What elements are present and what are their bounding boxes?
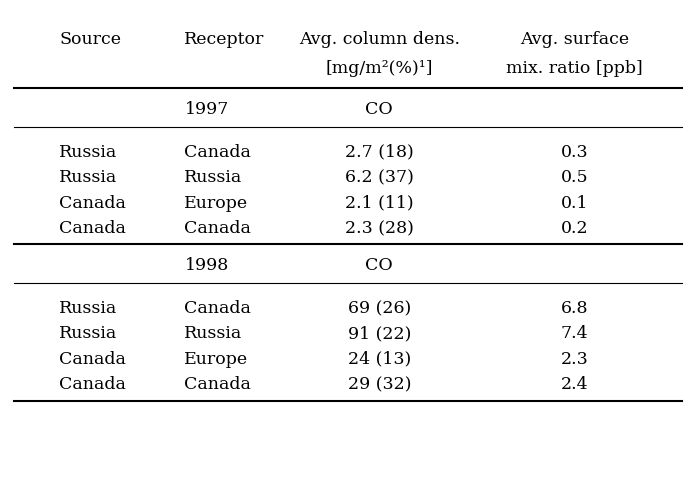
Text: CO: CO	[365, 102, 393, 118]
Text: 6.8: 6.8	[560, 300, 588, 317]
Text: 0.3: 0.3	[560, 144, 588, 161]
Text: Russia: Russia	[184, 169, 243, 186]
Text: Canada: Canada	[59, 195, 126, 211]
Text: Canada: Canada	[184, 144, 251, 161]
Text: Canada: Canada	[184, 376, 251, 393]
Text: Canada: Canada	[184, 300, 251, 317]
Text: Russia: Russia	[59, 300, 118, 317]
Text: 0.2: 0.2	[560, 220, 588, 237]
Text: 91 (22): 91 (22)	[347, 325, 411, 342]
Text: 2.1 (11): 2.1 (11)	[345, 195, 413, 211]
Text: CO: CO	[365, 258, 393, 274]
Text: Canada: Canada	[59, 220, 126, 237]
Text: [mg/m²(%)¹]: [mg/m²(%)¹]	[326, 60, 433, 77]
Text: 29 (32): 29 (32)	[347, 376, 411, 393]
Text: 69 (26): 69 (26)	[348, 300, 411, 317]
Text: Source: Source	[59, 31, 121, 47]
Text: 6.2 (37): 6.2 (37)	[345, 169, 413, 186]
Text: Avg. column dens.: Avg. column dens.	[299, 31, 460, 47]
Text: mix. ratio [ppb]: mix. ratio [ppb]	[506, 60, 642, 77]
Text: 2.3: 2.3	[560, 351, 588, 367]
Text: Canada: Canada	[59, 351, 126, 367]
Text: 7.4: 7.4	[560, 325, 588, 342]
Text: Canada: Canada	[59, 376, 126, 393]
Text: Europe: Europe	[184, 195, 248, 211]
Text: Europe: Europe	[184, 351, 248, 367]
Text: 24 (13): 24 (13)	[348, 351, 411, 367]
Text: Avg. surface: Avg. surface	[520, 31, 628, 47]
Text: 2.7 (18): 2.7 (18)	[345, 144, 413, 161]
Text: 1998: 1998	[184, 258, 229, 274]
Text: Russia: Russia	[59, 144, 118, 161]
Text: 2.4: 2.4	[560, 376, 588, 393]
Text: Receptor: Receptor	[184, 31, 264, 47]
Text: 0.5: 0.5	[560, 169, 588, 186]
Text: Russia: Russia	[59, 325, 118, 342]
Text: Russia: Russia	[184, 325, 243, 342]
Text: Russia: Russia	[59, 169, 118, 186]
Text: 0.1: 0.1	[560, 195, 588, 211]
Text: Canada: Canada	[184, 220, 251, 237]
Text: 1997: 1997	[184, 102, 229, 118]
Text: 2.3 (28): 2.3 (28)	[345, 220, 413, 237]
